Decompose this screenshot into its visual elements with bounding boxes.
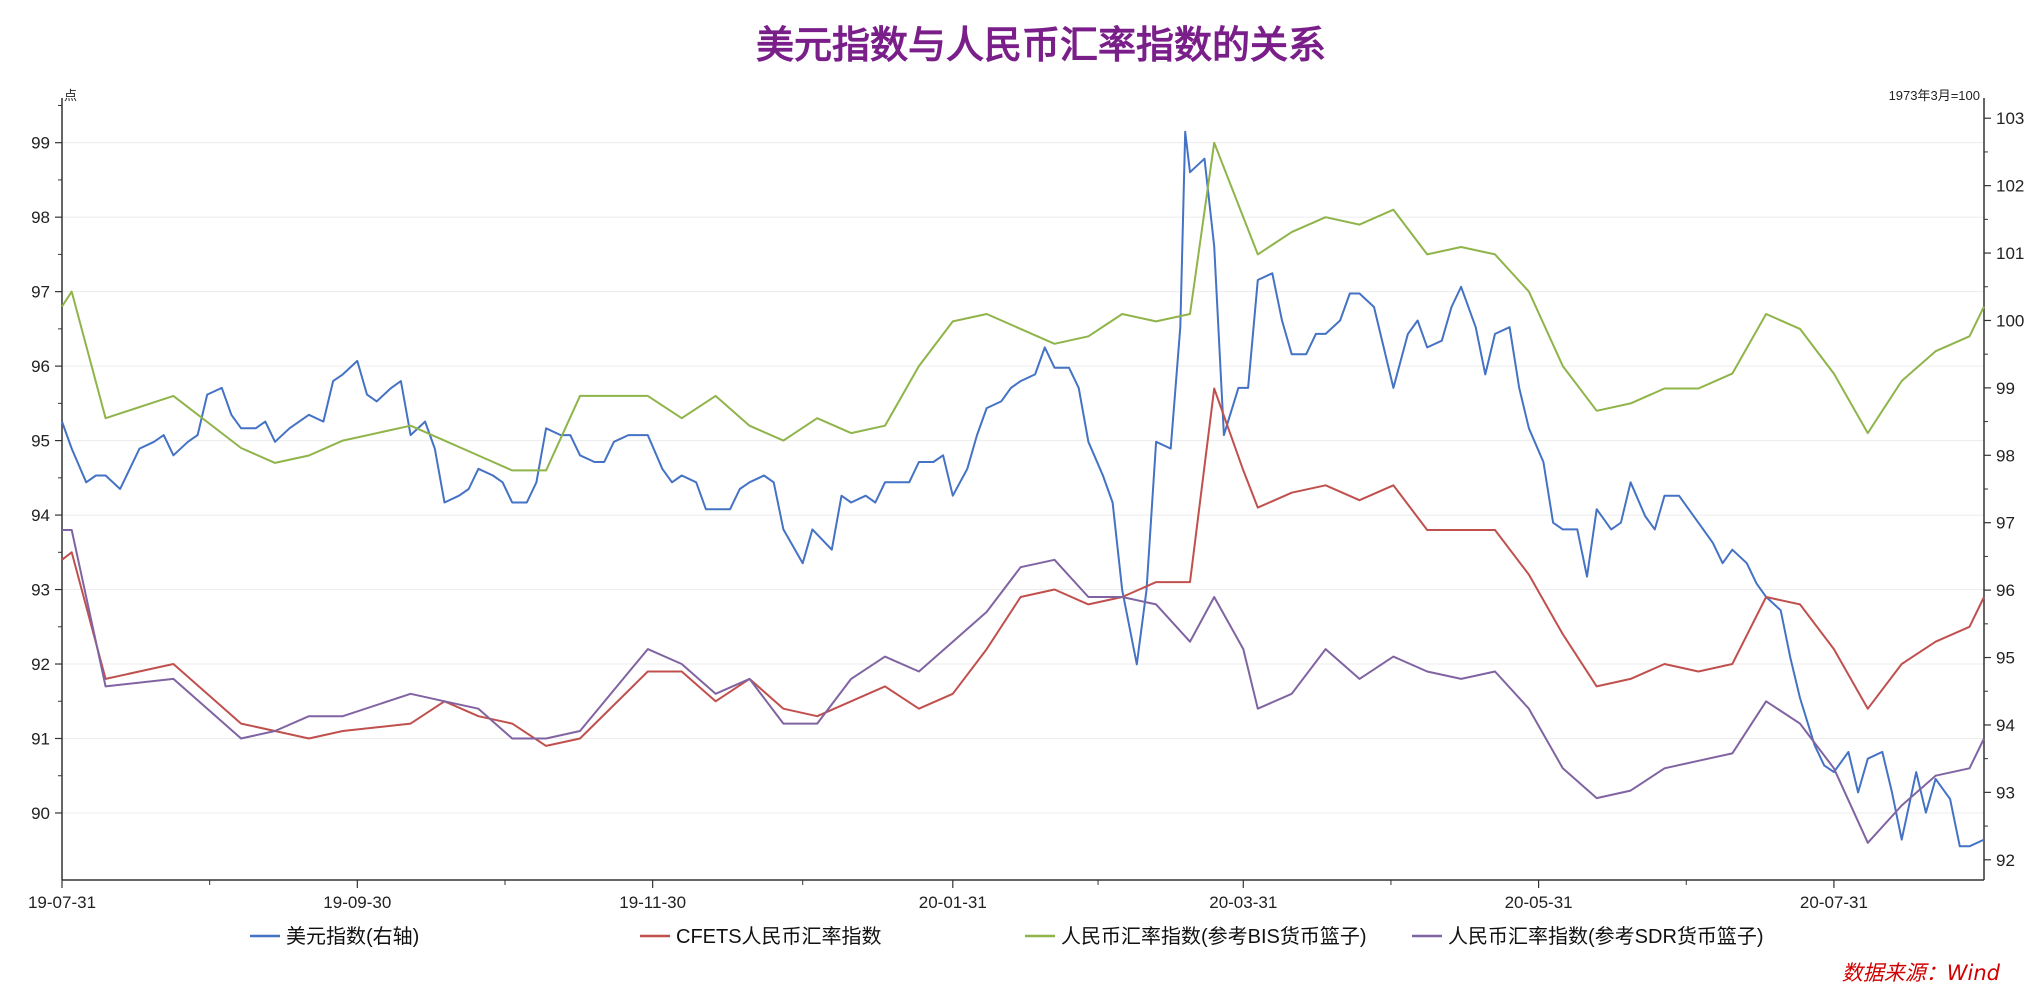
right-tick-label: 98 [1996, 446, 2015, 465]
right-tick-label: 101 [1996, 244, 2024, 263]
left-tick-label: 92 [31, 655, 50, 674]
left-tick-label: 98 [31, 208, 50, 227]
left-tick-label: 91 [31, 729, 50, 748]
chart-title: 美元指数与人民币汇率指数的关系 [756, 23, 1326, 67]
left-tick-label: 93 [31, 581, 50, 600]
left-tick-label: 90 [31, 804, 50, 823]
x-tick-label: 19-09-30 [323, 893, 391, 912]
legend-label-3: 人民币汇率指数(参考BIS货币篮子) [1061, 925, 1367, 948]
x-tick-label: 20-07-31 [1800, 893, 1868, 912]
right-tick-label: 93 [1996, 783, 2015, 802]
legend: 美元指数(右轴) CFETS人民币汇率指数 人民币汇率指数(参考BIS货币篮子) 人民… [250, 925, 1764, 948]
data-source-note: 数据来源：Wind [1842, 961, 2001, 985]
right-tick-label: 99 [1996, 379, 2015, 398]
left-tick-label: 95 [31, 432, 50, 451]
series-line-1 [61, 130, 1985, 848]
x-tick-label: 19-07-31 [28, 893, 96, 912]
right-tick-label: 100 [1996, 311, 2024, 330]
right-tick-label: 95 [1996, 649, 2015, 668]
legend-label-1: 美元指数(右轴) [286, 925, 419, 948]
left-tick-label: 94 [31, 506, 50, 525]
right-tick-label: 94 [1996, 716, 2015, 735]
left-tick-label: 96 [31, 357, 50, 376]
x-tick-label: 20-01-31 [919, 893, 987, 912]
series-line-3 [61, 141, 1985, 472]
series-layer [61, 130, 1985, 848]
left-axis-ticks: 90 91 92 93 94 95 96 97 98 99 [31, 104, 62, 823]
grid-lines [62, 142, 1984, 814]
x-tick-label: 20-03-31 [1209, 893, 1277, 912]
right-tick-label: 97 [1996, 514, 2015, 533]
right-tick-label: 102 [1996, 177, 2024, 196]
series-line-2 [61, 387, 1985, 747]
right-tick-label: 103 [1996, 109, 2024, 128]
legend-label-2: CFETS人民币汇率指数 [676, 925, 882, 948]
axes [61, 98, 1985, 881]
right-tick-label: 96 [1996, 581, 2015, 600]
right-axis-unit: 1973年3月=100 [1889, 88, 1980, 103]
series-line-4 [62, 529, 1985, 844]
x-axis-ticks: 19-07-31 19-09-30 19-11-30 20-01-31 20-03-31… [28, 880, 1868, 912]
right-axis-ticks: 92 93 94 95 96 97 98 99 100 101 102 103 [1984, 109, 2024, 870]
left-tick-label: 97 [31, 283, 50, 302]
legend-label-4: 人民币汇率指数(参考SDR货币篮子) [1448, 925, 1764, 948]
left-tick-label: 99 [31, 134, 50, 153]
right-tick-label: 92 [1996, 851, 2015, 870]
left-axis-unit: 点 [64, 88, 77, 103]
x-tick-label: 19-11-30 [619, 893, 686, 912]
x-tick-label: 20-05-31 [1505, 893, 1573, 912]
